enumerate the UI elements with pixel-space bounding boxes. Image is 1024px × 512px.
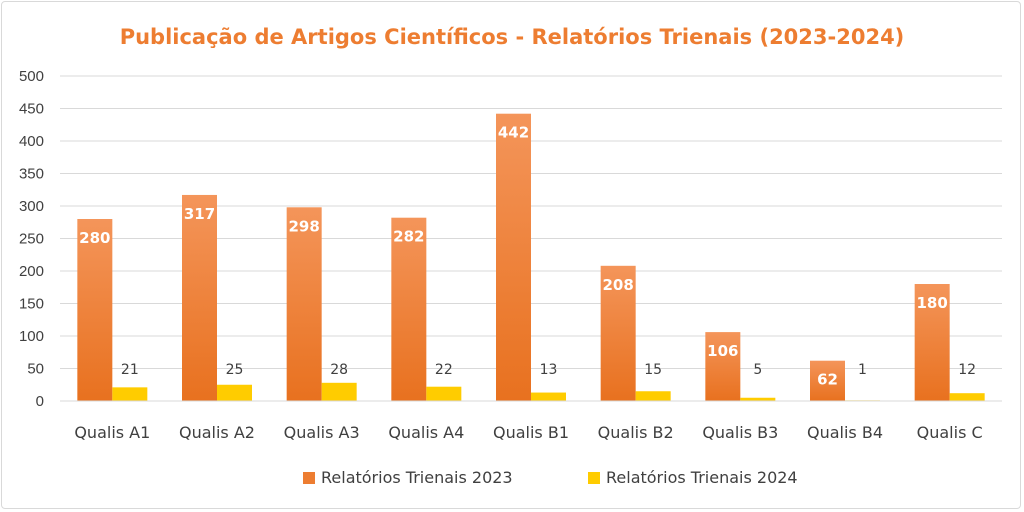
y-tick-label: 450 — [19, 101, 44, 118]
legend-label-2023[interactable]: Relatórios Trienais 2023 — [321, 468, 513, 487]
y-tick-label: 500 — [19, 68, 44, 85]
data-label-2024: 25 — [226, 362, 244, 378]
x-category-label: Qualis A1 — [74, 423, 150, 442]
y-tick-label: 0 — [36, 393, 44, 410]
data-label-2024: 28 — [330, 362, 348, 378]
legend-swatch-2023 — [303, 472, 315, 484]
bar-2023[interactable] — [77, 219, 113, 401]
data-label-2023: 208 — [603, 276, 634, 294]
y-tick-label: 250 — [19, 231, 44, 248]
bar-2024[interactable] — [531, 392, 566, 401]
bar-2024[interactable] — [321, 382, 357, 401]
x-axis: Qualis A1 Qualis A2 Qualis A3 Qualis A4 Qual… — [60, 400, 1002, 442]
bar-2024[interactable] — [740, 397, 776, 401]
y-tick-label: 150 — [19, 296, 44, 313]
bar-2024[interactable] — [426, 386, 462, 401]
bar-2023[interactable] — [810, 360, 845, 401]
y-tick-label: 300 — [19, 198, 44, 215]
data-label-2023: 282 — [393, 228, 424, 246]
legend[interactable]: Relatórios Trienais 2023 Relatórios Trien… — [303, 468, 798, 487]
bar-2024[interactable] — [635, 391, 671, 401]
legend-label-2024[interactable]: Relatórios Trienais 2024 — [606, 468, 798, 487]
bar-2024[interactable] — [112, 387, 148, 401]
data-label-2023: 280 — [79, 229, 110, 247]
data-label-2023: 317 — [184, 205, 215, 223]
chart-title: Publicação de Artigos Científicos - Rela… — [120, 25, 905, 49]
legend-swatch-2024 — [588, 472, 600, 484]
x-category-label: Qualis C — [917, 423, 983, 442]
y-tick-label: 50 — [27, 361, 44, 378]
data-label-2024: 5 — [753, 362, 762, 378]
x-category-label: Qualis A4 — [388, 423, 464, 442]
x-category-label: Qualis B2 — [598, 423, 674, 442]
bar-2024[interactable] — [949, 393, 985, 401]
x-category-label: Qualis B1 — [493, 423, 569, 442]
data-label-2023: 106 — [707, 342, 738, 360]
data-label-2024: 21 — [121, 362, 139, 378]
bar-2023[interactable] — [286, 207, 322, 401]
y-tick-label: 200 — [19, 263, 44, 280]
data-label-2024: 1 — [858, 362, 867, 378]
data-label-2024: 15 — [644, 362, 662, 378]
x-category-label: Qualis A2 — [179, 423, 255, 442]
data-label-2023: 298 — [289, 217, 320, 235]
data-label-2024: 13 — [540, 362, 558, 378]
data-label-2023: 442 — [498, 124, 529, 142]
bar-2023[interactable] — [391, 217, 427, 401]
y-tick-label: 400 — [19, 133, 44, 150]
bar-2023[interactable] — [914, 284, 950, 401]
data-label-2024: 12 — [958, 362, 976, 378]
x-category-label: Qualis A3 — [284, 423, 360, 442]
bar-2023[interactable] — [182, 194, 217, 401]
bars-group: 280 21 317 25 298 28 282 22 442 13 208 15 106 5 62 1 180… — [77, 113, 985, 401]
y-axis: 0 50 100 150 200 250 300 350 400 450 500 — [19, 68, 44, 410]
data-label-2023: 180 — [917, 294, 948, 312]
x-category-label: Qualis B3 — [702, 423, 778, 442]
y-tick-label: 100 — [19, 328, 44, 345]
data-label-2023: 62 — [817, 371, 838, 389]
y-tick-label: 350 — [19, 166, 44, 183]
bar-2023[interactable] — [496, 113, 531, 401]
bar-2024[interactable] — [217, 384, 252, 401]
data-label-2024: 22 — [435, 362, 453, 378]
bar-2023[interactable] — [705, 332, 741, 401]
x-category-label: Qualis B4 — [807, 423, 883, 442]
bar-2023[interactable] — [600, 265, 636, 401]
